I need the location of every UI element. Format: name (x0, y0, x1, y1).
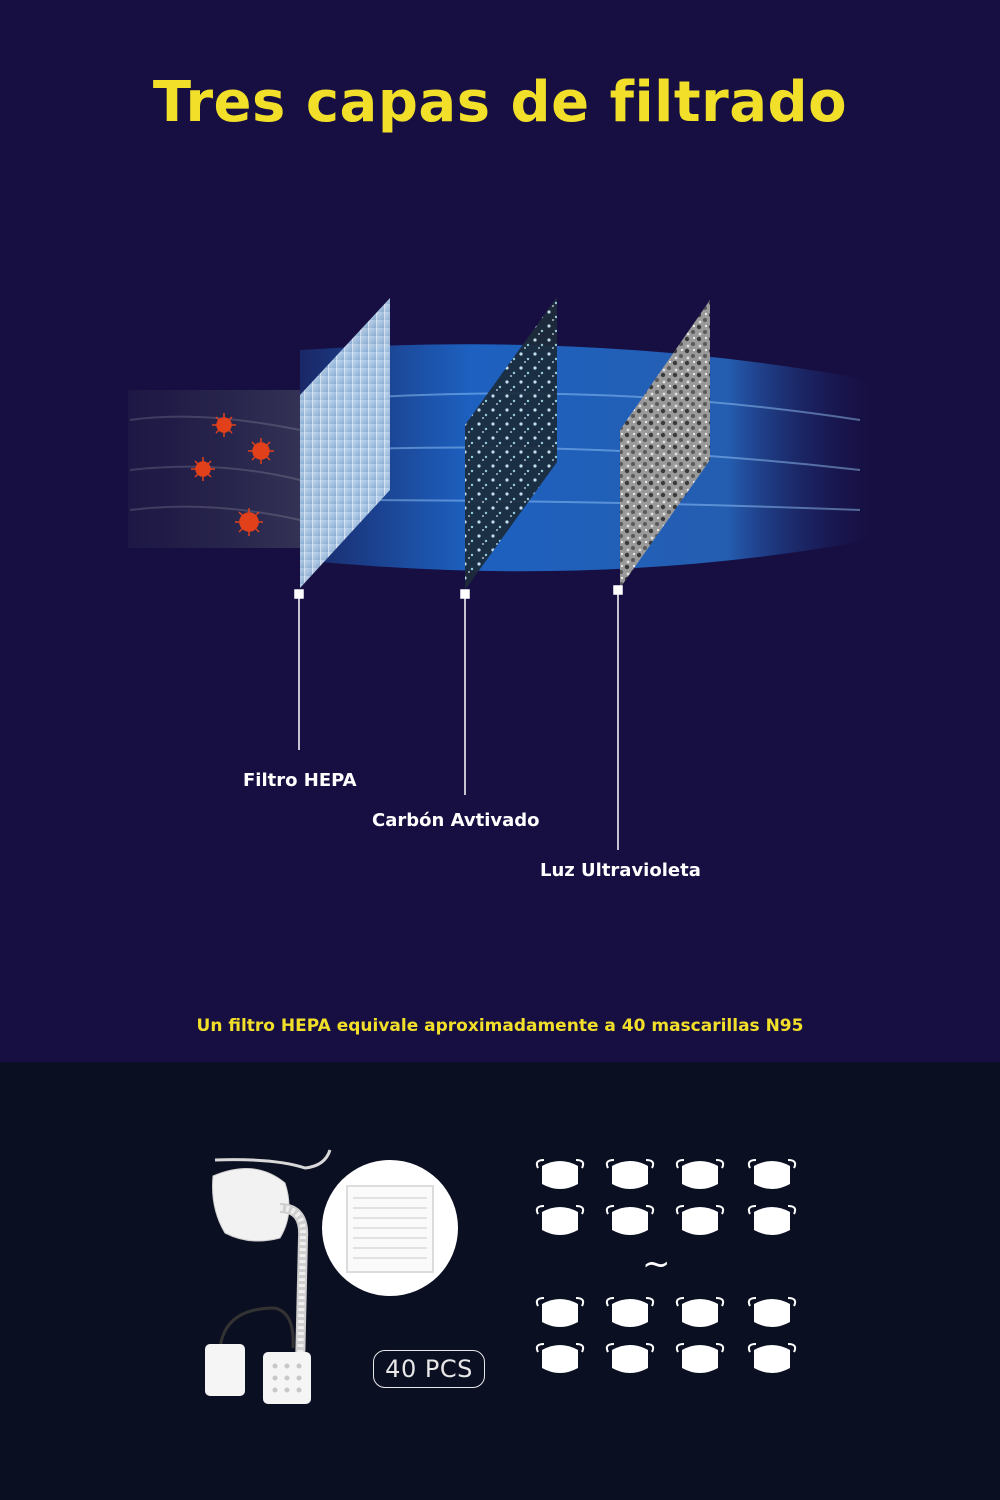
ultraviolet-label: Luz Ultravioleta (540, 860, 701, 881)
n95-masks-grid (535, 1159, 797, 1374)
activated-carbon-label: Carbón Avtivado (372, 810, 540, 831)
mask-device-image (205, 1149, 458, 1404)
airflow-beam (300, 344, 870, 572)
range-tilde: ~ (642, 1244, 671, 1284)
polluted-air (128, 390, 328, 548)
activated-carbon-layer (465, 297, 557, 590)
hepa-equivalence-note: Un filtro HEPA equivale aproximadamente … (196, 1016, 804, 1036)
virus-icon (191, 413, 274, 536)
page-title: Tres capas de filtrado (152, 70, 848, 135)
filter-layers-illustration (128, 297, 870, 850)
hepa-filter-layer (300, 298, 390, 588)
battery-unit (205, 1344, 245, 1396)
face-mask-icon (212, 1167, 290, 1242)
pieces-count-badge: 40 PCS (373, 1350, 485, 1388)
ultraviolet-layer (620, 300, 710, 588)
comparison-section (0, 1062, 1000, 1500)
hepa-filter-label: Filtro HEPA (243, 770, 357, 791)
